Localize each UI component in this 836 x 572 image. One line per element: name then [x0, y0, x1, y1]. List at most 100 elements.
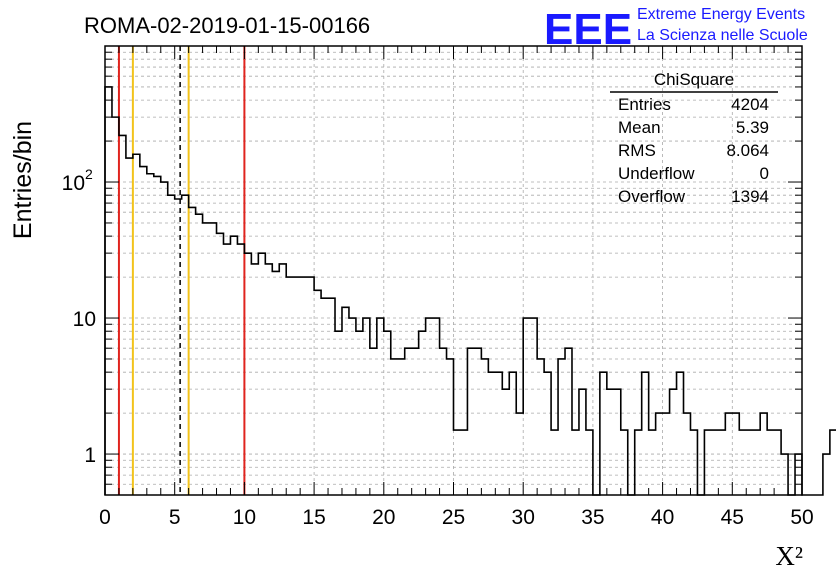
- histogram-bin: [823, 454, 830, 495]
- x-tick-label: 25: [442, 506, 465, 529]
- histogram-bin: [579, 389, 586, 495]
- histogram-bin: [488, 372, 495, 495]
- histogram-bin: [474, 348, 481, 495]
- histogram-bin: [105, 87, 112, 495]
- histogram-bin: [412, 348, 419, 495]
- histogram-bin: [746, 430, 753, 495]
- y-tick-label: 10: [73, 308, 96, 331]
- y-tick-label: 10: [62, 172, 85, 195]
- histogram-bin: [112, 117, 119, 495]
- histogram-bin: [189, 207, 196, 495]
- x-tick-label: 5: [169, 506, 181, 529]
- histogram-bin: [279, 264, 286, 495]
- y-axis-label: Entries/bin: [9, 121, 37, 239]
- stats-value: 0: [760, 164, 769, 183]
- stats-value: 8.064: [726, 141, 769, 160]
- histogram-bin: [454, 430, 461, 495]
- histogram-bin: [384, 331, 391, 495]
- histogram-bin: [328, 298, 335, 495]
- histogram-bin: [286, 277, 293, 495]
- histogram-bin: [467, 348, 474, 495]
- histogram-bin: [307, 277, 314, 495]
- stats-rows: Entries 4204 Mean 5.39 RMS 8.064 Underflow 0 Ove…: [618, 95, 769, 206]
- histogram-bin: [516, 413, 523, 495]
- histogram-bin: [530, 318, 537, 495]
- histogram-bin: [704, 430, 711, 495]
- stats-value: 5.39: [736, 118, 769, 137]
- histogram-bin: [300, 277, 307, 495]
- histogram-bin: [621, 430, 628, 495]
- x-tick-label: 15: [302, 506, 325, 529]
- chart-title: ROMA-02-2019-01-15-00166: [84, 13, 370, 38]
- histogram-bin: [140, 167, 147, 495]
- histogram-bin: [781, 454, 788, 495]
- x-tick-label: 30: [512, 506, 535, 529]
- histogram-bin: [774, 430, 781, 495]
- histogram-bin: [732, 413, 739, 495]
- histogram-bin: [217, 233, 224, 495]
- histogram-bin: [210, 223, 217, 495]
- histogram-bin: [509, 372, 516, 495]
- histogram-bin: [460, 430, 467, 495]
- histogram-bin: [391, 359, 398, 495]
- histogram-bin: [265, 264, 272, 495]
- histogram-bin: [133, 154, 140, 495]
- histogram-bin: [203, 223, 210, 495]
- histogram-bin: [168, 195, 175, 495]
- stats-label: Overflow: [618, 187, 686, 206]
- stats-title: ChiSquare: [654, 70, 734, 89]
- stats-box: ChiSquare Entries 4204 Mean 5.39 RMS 8.064 Und…: [610, 70, 778, 206]
- histogram-bin: [600, 372, 607, 495]
- histogram-bin: [182, 195, 189, 495]
- histogram-bin: [642, 372, 649, 495]
- histogram-bin: [635, 430, 642, 495]
- histogram-bin: [335, 331, 342, 495]
- histogram-bin: [314, 290, 321, 495]
- histogram-bin: [481, 359, 488, 495]
- histogram-bin: [398, 359, 405, 495]
- histogram-bin: [154, 176, 161, 495]
- x-tick-label: 35: [581, 506, 604, 529]
- histogram-bin: [502, 389, 509, 495]
- histogram-bin: [670, 389, 677, 495]
- histogram-bin: [230, 236, 237, 495]
- histogram-bin: [551, 430, 558, 495]
- histogram-bin: [342, 307, 349, 495]
- histogram-bin: [760, 413, 767, 495]
- histogram-bin: [119, 135, 126, 495]
- x-tick-label: 20: [372, 506, 395, 529]
- histogram-bin: [572, 430, 579, 495]
- histogram-outline: [104, 86, 836, 496]
- stats-label: RMS: [618, 141, 656, 160]
- histogram-bin: [649, 430, 656, 495]
- histogram-bin: [447, 359, 454, 495]
- histogram-bin: [614, 389, 621, 495]
- x-tick-label: 40: [651, 506, 674, 529]
- histogram-bin: [565, 348, 572, 495]
- histogram-bin: [440, 348, 447, 495]
- histogram-bins: [104, 86, 836, 496]
- histogram-bin: [684, 413, 691, 495]
- x-tick-label: 50: [790, 506, 813, 529]
- stats-label: Mean: [618, 118, 661, 137]
- histogram-bin: [370, 348, 377, 495]
- histogram-bin: [272, 271, 279, 495]
- histogram-bin: [558, 359, 565, 495]
- histogram-bin: [175, 199, 182, 495]
- histogram-bin: [321, 298, 328, 495]
- histogram-bin: [656, 413, 663, 495]
- histogram-bin: [718, 430, 725, 495]
- histogram-bin: [426, 318, 433, 495]
- histogram-bin: [363, 318, 370, 495]
- stats-value: 1394: [731, 187, 769, 206]
- histogram-bin: [293, 277, 300, 495]
- histogram-bin: [495, 372, 502, 495]
- eee-logo-mark: EEE: [544, 5, 632, 54]
- histogram-bin: [537, 359, 544, 495]
- histogram-bin: [405, 348, 412, 495]
- eee-logo-line2: La Scienza nelle Scuole: [637, 27, 808, 44]
- histogram-bin: [711, 430, 718, 495]
- x-tick-label: 0: [99, 506, 111, 529]
